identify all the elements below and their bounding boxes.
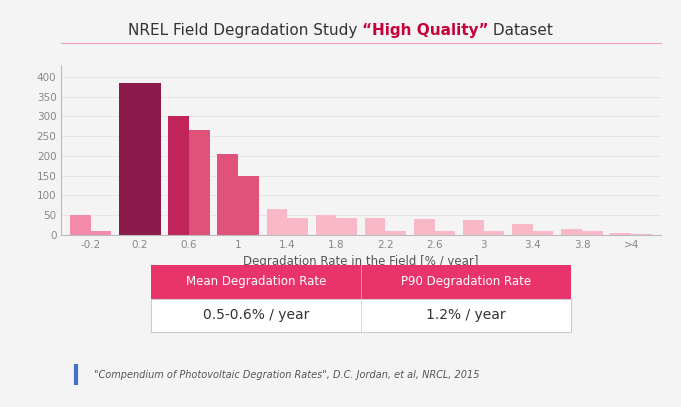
Bar [217,154,238,235]
Bar [484,231,505,235]
X-axis label: Degradation Rate in the Field [% / year]: Degradation Rate in the Field [% / year] [243,255,479,268]
Bar [610,233,631,235]
Bar [385,231,406,235]
Bar [189,130,210,235]
Text: 1.2% / year: 1.2% / year [426,309,505,322]
Text: “High Quality”: “High Quality” [362,23,488,38]
Text: 0.5-0.6% / year: 0.5-0.6% / year [203,309,309,322]
Bar [316,215,336,235]
Bar [434,231,455,235]
Bar [70,215,91,235]
Bar [267,209,287,235]
Bar [582,231,603,235]
Bar [119,83,140,235]
Bar [140,83,161,235]
Bar [238,176,259,235]
FancyBboxPatch shape [151,265,571,299]
Bar [336,218,357,235]
Bar [91,231,112,235]
Text: Dataset: Dataset [488,23,554,38]
Bar [463,220,484,235]
Bar [533,231,554,235]
Bar [168,116,189,235]
Text: "Compendium of Photovoltaic Degration Rates", D.C. Jordan, et al, NRCL, 2015: "Compendium of Photovoltaic Degration Ra… [94,370,479,379]
Bar [287,218,308,235]
Bar [512,224,533,235]
Bar [631,234,652,235]
Text: P90 Degradation Rate: P90 Degradation Rate [400,276,531,289]
Bar [414,219,434,235]
Bar [561,229,582,235]
Text: Mean Degradation Rate: Mean Degradation Rate [186,276,326,289]
FancyBboxPatch shape [151,299,571,332]
Bar [365,218,385,235]
Text: NREL Field Degradation Study: NREL Field Degradation Study [127,23,362,38]
